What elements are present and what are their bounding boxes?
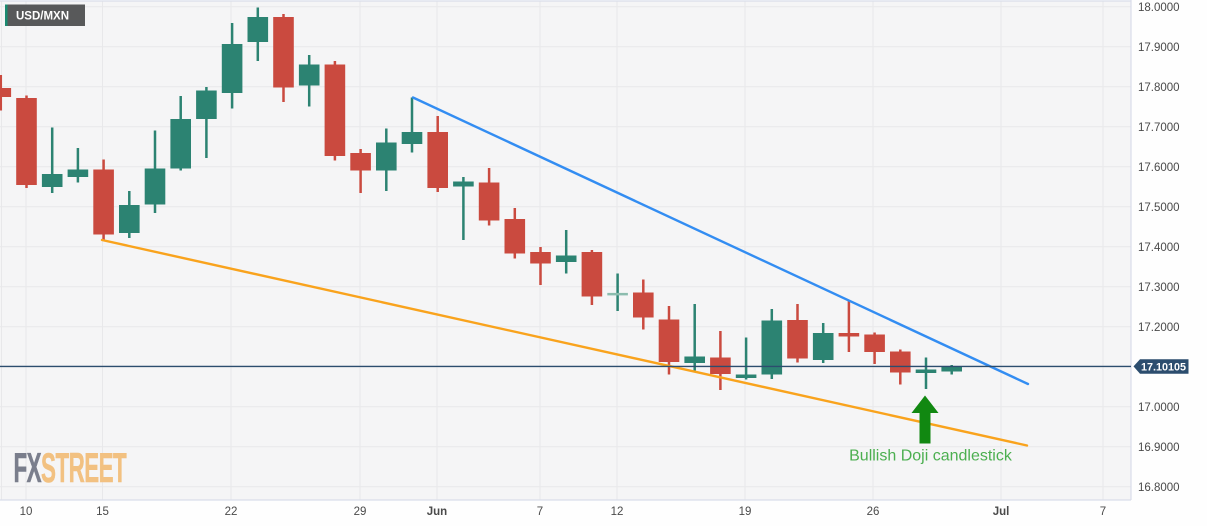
svg-text:17.5000: 17.5000: [1138, 202, 1180, 214]
svg-text:17.2000: 17.2000: [1138, 322, 1180, 334]
svg-text:USD/MXN: USD/MXN: [16, 11, 69, 23]
svg-text:29: 29: [354, 506, 367, 518]
svg-text:FXSTREET: FXSTREET: [14, 446, 128, 492]
svg-text:19: 19: [739, 506, 752, 518]
svg-text:22: 22: [225, 506, 238, 518]
svg-text:10: 10: [20, 506, 33, 518]
svg-text:7: 7: [537, 506, 543, 518]
svg-text:17.8000: 17.8000: [1138, 82, 1180, 94]
svg-text:17.6000: 17.6000: [1138, 162, 1180, 174]
svg-text:26: 26: [867, 506, 880, 518]
svg-text:16.8000: 16.8000: [1138, 482, 1180, 494]
svg-text:Jun: Jun: [427, 506, 447, 518]
svg-text:18.0000: 18.0000: [1138, 2, 1180, 14]
svg-text:17.10105: 17.10105: [1141, 361, 1186, 373]
svg-text:16.9000: 16.9000: [1138, 442, 1180, 454]
svg-text:17.7000: 17.7000: [1138, 122, 1180, 134]
svg-text:15: 15: [96, 506, 109, 518]
svg-text:7: 7: [1100, 506, 1106, 518]
svg-text:17.3000: 17.3000: [1138, 282, 1180, 294]
svg-text:12: 12: [611, 506, 624, 518]
svg-text:17.0000: 17.0000: [1138, 402, 1180, 414]
svg-text:17.4000: 17.4000: [1138, 242, 1180, 254]
svg-text:Bullish Doji candlestick: Bullish Doji candlestick: [849, 448, 1013, 465]
svg-text:Jul: Jul: [993, 506, 1010, 518]
svg-text:17.9000: 17.9000: [1138, 42, 1180, 54]
